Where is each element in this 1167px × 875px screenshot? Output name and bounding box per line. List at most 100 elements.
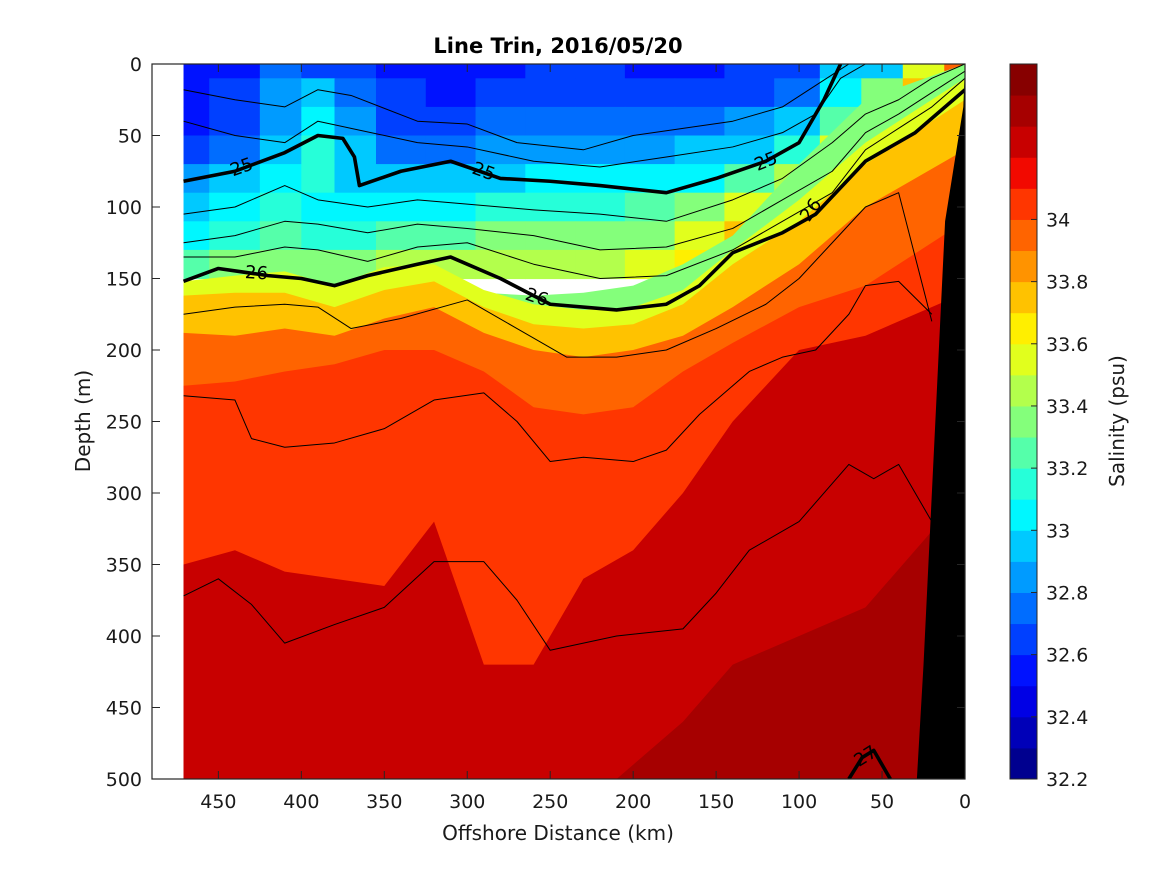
salinity-cell — [375, 192, 427, 222]
salinity-cell — [425, 64, 477, 79]
y-tick-label: 450 — [106, 698, 142, 720]
x-axis-ticks: 450 400 350 300 250 200 150 100 50 0 — [200, 64, 971, 813]
salinity-cell — [334, 64, 377, 79]
salinity-cell — [624, 78, 676, 108]
salinity-cell — [525, 192, 576, 222]
y-tick-label: 350 — [106, 555, 142, 577]
salinity-cell — [334, 192, 377, 222]
x-tick-label: 150 — [698, 791, 734, 813]
salinity-cell — [375, 135, 427, 165]
salinity-cell — [183, 221, 210, 251]
colorbar-swatch — [1010, 126, 1037, 158]
salinity-cell — [259, 192, 302, 222]
y-tick-label: 500 — [106, 769, 142, 791]
salinity-cell — [624, 135, 676, 165]
salinity-cell — [624, 106, 676, 137]
colorbar-swatch — [1010, 592, 1037, 625]
salinity-cell — [334, 221, 377, 251]
y-axis-label: Depth (m) — [71, 370, 95, 472]
x-axis-label: Offshore Distance (km) — [442, 821, 674, 845]
salinity-cell — [301, 192, 336, 222]
salinity-cell — [475, 249, 526, 280]
salinity-cell — [575, 249, 626, 280]
salinity-cell — [209, 135, 261, 165]
colorbar-tick-label: 32.2 — [1046, 769, 1088, 791]
colorbar-frame — [1009, 63, 1038, 780]
x-tick-label: 250 — [532, 791, 568, 813]
salinity-cell — [209, 78, 261, 108]
colorbar-tick-label: 33.8 — [1046, 272, 1088, 294]
salinity-cell — [375, 221, 427, 251]
y-tick-label: 250 — [106, 412, 142, 434]
y-tick-label: 300 — [106, 483, 142, 505]
salinity-cell — [674, 78, 726, 108]
colorbar-swatch — [1010, 747, 1037, 780]
salinity-cell — [475, 78, 526, 108]
salinity-cell — [724, 78, 775, 108]
colorbar-swatch — [1010, 343, 1037, 376]
salinity-cell — [475, 64, 526, 79]
salinity-cell — [674, 135, 726, 165]
salinity-cell — [301, 78, 336, 108]
plot-area — [182, 64, 965, 779]
density-contour-line — [183, 192, 933, 358]
salinity-cell — [259, 78, 302, 108]
salinity-cell — [209, 164, 261, 194]
colorbar-swatch — [1010, 312, 1037, 345]
colorbar-ticks: 32.2 32.4 32.6 32.8 33 33.2 33.4 33.6 33.8 34 — [1031, 209, 1088, 791]
x-tick-label: 0 — [959, 791, 971, 813]
density-contour-line — [183, 463, 933, 651]
salinity-cell — [525, 249, 576, 280]
contour-label: 26 — [244, 262, 268, 285]
salinity-cell — [259, 64, 302, 79]
colorbar-tick-label: 33.2 — [1046, 458, 1088, 480]
y-tick-label: 200 — [106, 340, 142, 362]
chart-title: Line Trin, 2016/05/20 — [433, 34, 682, 58]
shelf-wedge — [916, 64, 965, 779]
salinity-cell — [183, 192, 210, 222]
x-tick-label: 50 — [870, 791, 894, 813]
colorbar-swatch — [1010, 468, 1037, 500]
salinity-cell — [209, 64, 261, 79]
x-tick-label: 300 — [449, 791, 485, 813]
colorbar-tick-label: 32.4 — [1046, 707, 1088, 729]
salinity-cell — [183, 78, 210, 108]
salinity-cell — [724, 64, 775, 79]
density-contour-line — [183, 64, 843, 195]
salinity-cell — [259, 164, 302, 194]
salinity-cell — [774, 78, 821, 108]
colorbar-swatch — [1010, 405, 1037, 438]
salinity-cell — [575, 192, 626, 222]
y-axis-ticks: 0 50 100 150 200 250 300 350 400 450 500 — [106, 54, 965, 791]
colorbar-swatch — [1010, 374, 1037, 407]
colorbar-swatch — [1010, 623, 1037, 656]
colorbar-swatch — [1010, 64, 1037, 96]
density-contour-line — [183, 280, 933, 463]
x-tick-label: 450 — [200, 791, 236, 813]
salinity-cell — [575, 64, 626, 79]
colorbar-tick-label: 32.8 — [1046, 582, 1088, 604]
salinity-cell — [575, 221, 626, 251]
y-tick-label: 400 — [106, 626, 142, 648]
colorbar-tick-label: 33 — [1046, 520, 1070, 542]
salinity-cell — [259, 221, 302, 251]
colorbar-swatch — [1010, 685, 1037, 718]
colorbar-swatch — [1010, 157, 1037, 189]
salinity-cell — [674, 192, 726, 222]
salinity-cell — [525, 78, 576, 108]
colorbar-swatch — [1010, 530, 1037, 562]
colorbar — [1009, 63, 1038, 780]
salinity-cell — [774, 106, 821, 137]
y-tick-label: 50 — [118, 126, 142, 148]
salinity-band — [616, 493, 965, 779]
colorbar-tick-label: 32.6 — [1046, 645, 1088, 667]
colorbar-swatch — [1010, 250, 1037, 283]
salinity-cell — [525, 106, 576, 137]
colorbar-swatch — [1010, 219, 1037, 252]
shelf-bathymetry — [916, 64, 965, 779]
colorbar-tick-label: 34 — [1046, 209, 1070, 231]
salinity-cell — [259, 106, 302, 137]
density-contour-line — [183, 64, 965, 222]
salinity-cell — [183, 106, 210, 137]
